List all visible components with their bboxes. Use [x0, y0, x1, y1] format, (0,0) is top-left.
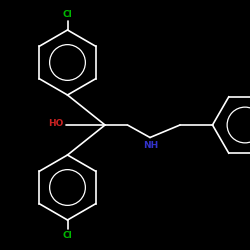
Text: NH: NH: [144, 141, 159, 150]
Text: Cl: Cl: [62, 10, 72, 19]
Text: Cl: Cl: [62, 231, 72, 240]
Text: HO: HO: [48, 119, 64, 128]
